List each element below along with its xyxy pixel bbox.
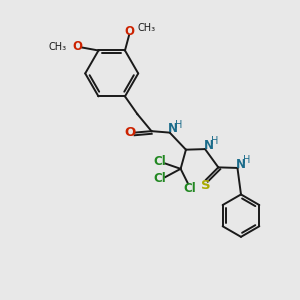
Text: H: H xyxy=(176,120,183,130)
Text: Cl: Cl xyxy=(154,155,166,168)
Text: O: O xyxy=(124,126,136,139)
Text: H: H xyxy=(211,136,218,146)
Text: O: O xyxy=(72,40,82,53)
Text: CH₃: CH₃ xyxy=(49,42,67,52)
Text: Cl: Cl xyxy=(154,172,166,185)
Text: O: O xyxy=(125,25,135,38)
Text: Cl: Cl xyxy=(183,182,196,195)
Text: N: N xyxy=(168,122,178,135)
Text: N: N xyxy=(204,139,214,152)
Text: CH₃: CH₃ xyxy=(138,23,156,33)
Text: N: N xyxy=(236,158,246,171)
Text: H: H xyxy=(243,155,250,165)
Text: S: S xyxy=(200,178,210,191)
